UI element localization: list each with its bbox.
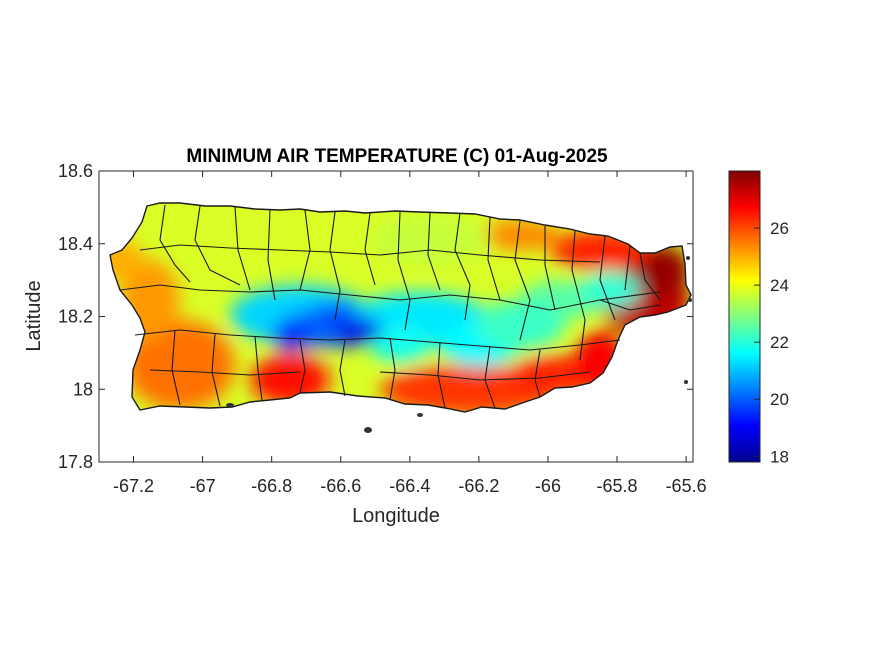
- municipality-boundary-line: [389, 337, 396, 401]
- municipality-boundary-line: [139, 244, 601, 263]
- municipality-boundary-line: [267, 209, 276, 301]
- municipality-boundary-line: [329, 211, 341, 321]
- municipality-boundary-line: [379, 371, 591, 381]
- municipality-boundaries: [119, 204, 661, 409]
- islet-shape: [364, 427, 372, 433]
- y-tick-label: 17.8: [58, 452, 93, 472]
- municipality-boundary-line: [254, 335, 263, 401]
- municipality-boundary-line: [119, 284, 661, 311]
- x-tick-label: -65.8: [597, 476, 638, 496]
- municipality-boundary-line: [454, 212, 471, 321]
- x-tick-label: -66.6: [320, 476, 361, 496]
- municipality-boundary-line: [234, 206, 251, 291]
- municipality-boundary-line: [211, 333, 221, 407]
- x-tick-label: -67: [190, 476, 216, 496]
- colorbar-ticks: 18 20 22 24 26: [754, 219, 789, 466]
- municipality-boundary-line: [397, 211, 411, 331]
- municipality-boundary-line: [364, 212, 376, 286]
- temperature-field: [110, 203, 691, 412]
- municipality-boundary-line: [299, 209, 311, 291]
- colorbar: 18 20 22 24 26: [728, 170, 789, 466]
- y-tick-label: 18: [73, 379, 93, 399]
- x-tick-label: -67.2: [113, 476, 154, 496]
- y-axis-label: Latitude: [23, 280, 45, 351]
- x-tick-label: -66.2: [458, 476, 499, 496]
- islet-shape: [226, 403, 234, 407]
- x-tick-label: -66.8: [251, 476, 292, 496]
- colorbar-tick-label: 24: [770, 276, 789, 295]
- islet-shape: [684, 380, 688, 384]
- island-outline: [109, 202, 692, 413]
- municipality-boundary-line: [149, 369, 301, 376]
- municipality-boundary-line: [437, 341, 446, 409]
- municipality-boundary-line: [159, 204, 191, 283]
- islet-shape: [688, 298, 692, 302]
- y-axis-ticks: 17.8 18 18.2 18.4 18.6: [58, 161, 693, 472]
- municipality-boundary-line: [571, 230, 586, 361]
- x-axis-label: Longitude: [352, 505, 440, 527]
- colorbar-gradient: [728, 170, 761, 463]
- map-axes: -67.2 -67 -66.8 -66.6 -66.4 -66.2 -66 -65.8 -65.…: [58, 161, 707, 496]
- y-tick-label: 18.6: [58, 161, 93, 181]
- x-tick-label: -65.6: [666, 476, 707, 496]
- municipality-boundary-line: [599, 235, 616, 321]
- colorbar-tick-label: 26: [770, 219, 789, 238]
- municipality-boundary-line: [339, 339, 346, 397]
- municipality-boundary-line: [534, 349, 541, 398]
- municipality-boundary-line: [487, 216, 501, 301]
- municipality-boundary-line: [544, 226, 556, 311]
- municipality-boundary-line: [514, 220, 531, 341]
- municipality-boundary-line: [194, 205, 241, 286]
- y-tick-label: 18.4: [58, 234, 93, 254]
- x-tick-label: -66: [535, 476, 561, 496]
- municipality-boundary-line: [171, 329, 181, 406]
- x-axis-ticks: -67.2 -67 -66.8 -66.6 -66.4 -66.2 -66 -65.8 -65.…: [113, 171, 707, 496]
- municipality-boundary-line: [427, 211, 441, 291]
- municipality-boundary-line: [134, 329, 621, 351]
- islet-shape: [417, 413, 423, 417]
- islet-shape: [686, 256, 690, 260]
- municipality-boundary-line: [639, 252, 661, 301]
- colorbar-tick-label: 22: [770, 333, 789, 352]
- colorbar-tick-label: 18: [770, 447, 789, 466]
- y-tick-label: 18.2: [58, 307, 93, 327]
- municipality-boundary-line: [299, 339, 306, 394]
- offshore-islets: [226, 256, 692, 433]
- municipality-boundary-line: [624, 245, 631, 291]
- map-title: MINIMUM AIR TEMPERATURE (C) 01-Aug-2025: [186, 146, 608, 167]
- municipality-boundary-line: [599, 299, 661, 311]
- colorbar-tick-label: 20: [770, 390, 789, 409]
- x-tick-label: -66.4: [389, 476, 430, 496]
